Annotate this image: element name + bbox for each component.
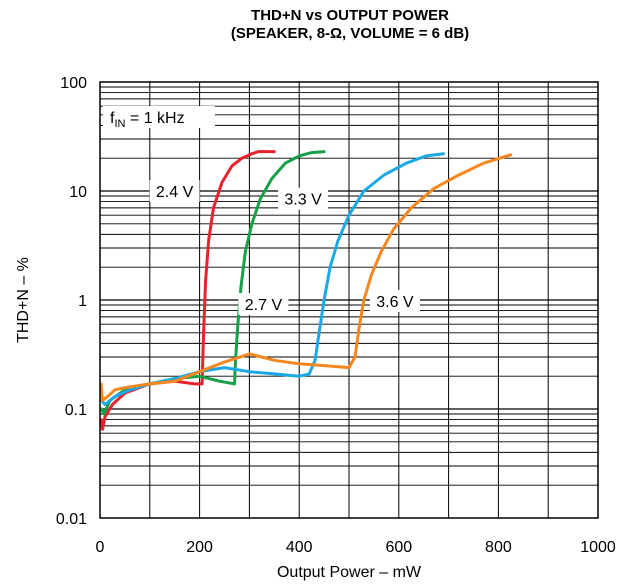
series-line-3-6-v (99, 153, 513, 402)
y-tick-label: 0.1 (65, 402, 87, 419)
x-tick-label: 400 (286, 539, 313, 556)
x-axis-label: Output Power – mW (277, 564, 422, 581)
series-label-box-3-6-v (369, 289, 420, 312)
condition-prefix: f (110, 110, 115, 127)
plot-area-frame (99, 81, 599, 519)
y-tick-label: 100 (60, 75, 87, 92)
condition-subscript: IN (114, 118, 125, 130)
x-tick-label: 200 (186, 539, 213, 556)
y-tick-label: 0.01 (56, 511, 87, 528)
y-tick-label: 10 (69, 184, 87, 201)
condition-suffix: = 1 kHz (125, 110, 184, 127)
y-tick-labels: 100 10 1 0.1 0.01 (56, 75, 87, 528)
y-tick-label: 1 (78, 293, 87, 310)
series-line-2-4-v (99, 150, 276, 431)
series-label-2-7-v: 2.7 V (245, 297, 283, 314)
grid (100, 82, 598, 518)
series-label-box-2-4-v (149, 180, 200, 202)
condition-label: fIN = 1 kHz (110, 110, 185, 130)
x-tick-label: 800 (485, 539, 512, 556)
series-label-box-2-7-v (238, 292, 289, 315)
x-tick-label: 1000 (580, 539, 616, 556)
series-label-box-3-3-v (278, 187, 329, 210)
condition-annotation: fIN = 1 kHz (103, 106, 215, 130)
chart-title-line2: (SPEAKER, 8-Ω, VOLUME = 6 dB) (231, 25, 469, 42)
series-label-3-6-v: 3.6 V (376, 294, 414, 311)
x-tick-labels: 0 200 400 600 800 1000 (96, 539, 616, 556)
x-tick-label: 600 (385, 539, 412, 556)
series-label-2-4-v: 2.4 V (156, 184, 194, 201)
chart-title-line1: THD+N vs OUTPUT POWER (251, 7, 449, 24)
series-labels: 2.4 V 3.3 V 2.7 V 3.6 V (149, 180, 420, 315)
x-tick-label: 0 (96, 539, 105, 556)
series-label-3-3-v: 3.3 V (284, 192, 322, 209)
series-lines (99, 150, 513, 431)
y-axis-label: THD+N – % (15, 257, 32, 343)
condition-box (103, 106, 215, 128)
